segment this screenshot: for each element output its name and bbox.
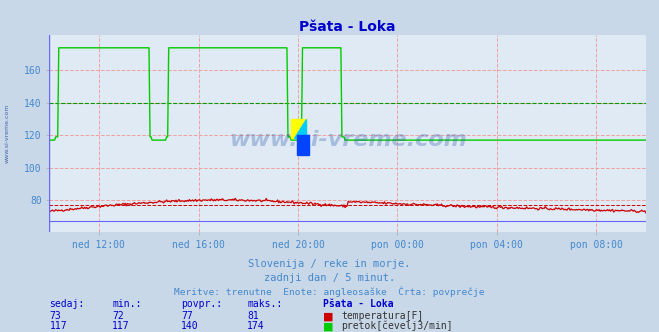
Text: ■: ■ [323,311,333,321]
Text: Slovenija / reke in morje.: Slovenija / reke in morje. [248,259,411,269]
Text: maks.:: maks.: [247,299,282,309]
Text: min.:: min.: [112,299,142,309]
Text: 73: 73 [49,311,61,321]
Text: pretok[čevelj3/min]: pretok[čevelj3/min] [341,321,453,331]
Polygon shape [294,119,306,138]
Title: Pšata - Loka: Pšata - Loka [299,20,396,34]
Text: www.si-vreme.com: www.si-vreme.com [5,103,10,163]
Text: 174: 174 [247,321,265,331]
Bar [297,135,309,155]
Text: 140: 140 [181,321,199,331]
Text: temperatura[F]: temperatura[F] [341,311,424,321]
Text: povpr.:: povpr.: [181,299,222,309]
Bar [291,119,306,138]
Text: ■: ■ [323,321,333,331]
Text: Meritve: trenutne  Enote: angleosaške  Črta: povprečje: Meritve: trenutne Enote: angleosaške Črt… [174,287,485,297]
Text: zadnji dan / 5 minut.: zadnji dan / 5 minut. [264,273,395,283]
Text: 77: 77 [181,311,193,321]
Text: Pšata - Loka: Pšata - Loka [323,299,393,309]
Text: 117: 117 [112,321,130,331]
Text: www.si-vreme.com: www.si-vreme.com [229,129,467,149]
Text: 117: 117 [49,321,67,331]
Text: sedaj:: sedaj: [49,299,84,309]
Text: 81: 81 [247,311,259,321]
Text: 72: 72 [112,311,124,321]
